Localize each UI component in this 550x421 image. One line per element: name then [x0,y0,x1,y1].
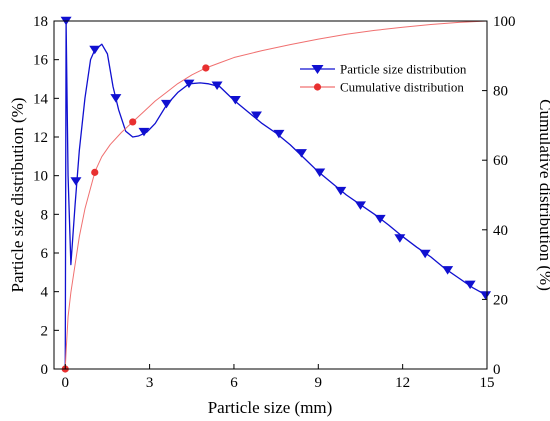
y-left-tick-label: 6 [41,246,49,262]
data-point [229,96,241,105]
y-right-tick-label: 100 [493,14,516,30]
y-left-tick-label: 16 [33,53,49,69]
y-left-tick-label: 12 [33,130,48,146]
x-tick-label: 12 [395,375,410,391]
data-point [202,64,210,72]
data-point [211,81,223,91]
y-right-tick-label: 40 [493,223,508,239]
data-point [273,129,285,139]
series-layer [60,16,492,373]
y-left-tick-label: 10 [33,169,48,185]
y-right-tick-label: 80 [493,84,508,100]
data-point [314,168,326,178]
plot-frame [53,20,488,370]
data-point [335,186,347,196]
data-point [91,168,99,176]
y-right-tick-label: 20 [493,292,508,308]
legend-label-cumulative: Cumulative distribution [340,80,464,95]
legend-label-psd: Particle size distribution [340,62,467,77]
y-left-tick-label: 0 [41,362,49,378]
data-point [89,45,101,55]
y-axis-label-left: Particle size distribution (%) [8,98,27,293]
y-left-tick-label: 4 [41,285,49,301]
data-point [295,149,307,158]
data-point [464,280,476,290]
y-left-tick-label: 2 [41,323,49,339]
data-point [160,99,172,109]
x-tick-label: 9 [315,375,323,391]
y-right-tick-label: 0 [493,362,501,378]
data-point [129,118,137,126]
legend-marker-psd [311,65,324,74]
series-line [64,20,488,370]
y-left-tick-label: 18 [33,14,48,30]
series-0 [60,16,492,370]
legend: Particle size distribution Cumulative di… [300,62,467,95]
data-point [70,177,82,186]
data-point [480,291,492,300]
data-point [374,214,386,224]
data-point [419,249,431,259]
data-point [442,266,454,275]
data-point [394,234,406,243]
data-point [138,127,150,137]
x-axis-label: Particle size (mm) [208,398,333,417]
data-point [183,79,195,89]
x-tick-label: 3 [146,375,154,391]
x-tick-label: 0 [61,375,69,391]
legend-marker-cumulative [313,83,322,91]
y-left-tick-label: 14 [33,91,49,107]
y-right-tick-label: 60 [493,153,508,169]
x-tick-label: 6 [230,375,238,391]
data-point [250,111,262,120]
y-left-tick-label: 8 [41,207,49,223]
data-point [110,94,122,103]
data-point [354,201,366,210]
y-axis-label-right: Cumulative distribution (%) [536,99,550,291]
x-tick-label: 15 [480,375,495,391]
series-line [64,20,488,370]
